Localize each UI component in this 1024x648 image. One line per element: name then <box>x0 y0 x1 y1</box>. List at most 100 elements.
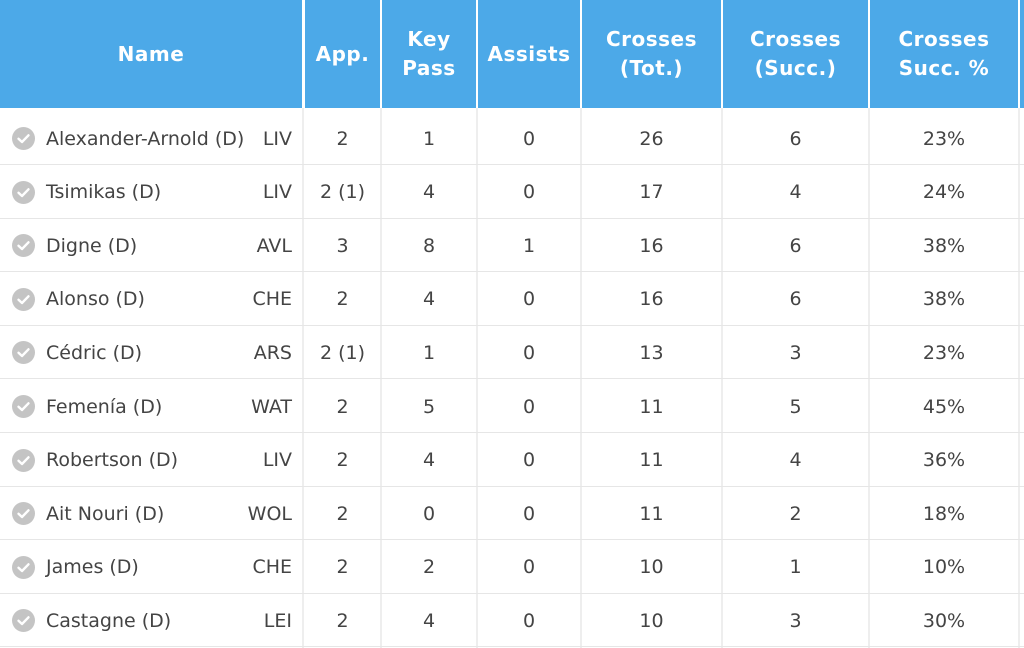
check-icon[interactable] <box>12 448 35 472</box>
crosses-succ-cell: 3 <box>789 609 802 632</box>
app-cell: 2 <box>336 502 349 525</box>
table-row[interactable]: Femenía (D) WAT 2 5 0 11 5 45% <box>0 380 1024 433</box>
check-icon[interactable] <box>12 341 35 365</box>
key-pass-cell: 4 <box>422 609 436 632</box>
player-cell: Ait Nouri (D) WOL <box>0 487 302 540</box>
crosses-tot-cell: 16 <box>639 234 664 257</box>
table-row[interactable]: Digne (D) AVL 3 8 1 16 6 38% <box>0 219 1024 273</box>
check-icon[interactable] <box>12 502 35 526</box>
crosses-pct-cell: 24% <box>922 181 966 204</box>
check-icon[interactable] <box>12 287 35 311</box>
crosses-succ-cell: 6 <box>789 234 802 257</box>
crosses-succ-cell: 3 <box>789 341 802 364</box>
crosses-tot-cell: 10 <box>639 556 664 579</box>
crosses-tot-cell: 11 <box>639 502 664 525</box>
table-row[interactable]: Tsimikas (D) LIV 2 (1) 4 0 17 4 24% <box>0 166 1024 219</box>
player-cell: Cédric (D) ARS <box>0 326 302 379</box>
team-abbr: WAT <box>251 395 292 418</box>
header-app[interactable]: App. <box>305 0 380 108</box>
check-icon[interactable] <box>12 234 35 258</box>
crosses-pct-cell: 23% <box>922 341 966 364</box>
table-row[interactable]: Castagne (D) LEI 2 4 0 10 3 30% <box>0 594 1024 648</box>
crosses-pct-cell: 38% <box>922 234 966 257</box>
header-name[interactable]: Name <box>0 0 302 108</box>
player-name[interactable]: Robertson (D) <box>46 449 179 472</box>
check-icon[interactable] <box>12 609 35 633</box>
crosses-tot-cell: 13 <box>639 341 664 364</box>
assists-cell: 0 <box>522 127 536 150</box>
header-crosses-succ[interactable]: Crosses (Succ.) <box>723 0 868 108</box>
player-name[interactable]: Cédric (D) <box>46 341 143 364</box>
header-key-pass[interactable]: Key Pass <box>382 0 476 108</box>
table-row[interactable]: Alexander-Arnold (D) LIV 2 1 0 26 6 23% <box>0 112 1024 165</box>
check-icon[interactable] <box>12 180 35 204</box>
assists-cell: 0 <box>522 341 536 364</box>
crosses-tot-cell: 11 <box>639 449 664 472</box>
key-pass-cell: 2 <box>422 556 436 579</box>
crosses-succ-cell: 2 <box>789 502 802 525</box>
header-crosses-tot[interactable]: Crosses (Tot.) <box>582 0 721 108</box>
team-abbr: CHE <box>252 556 292 579</box>
crosses-tot-cell: 16 <box>639 288 664 311</box>
player-name[interactable]: Ait Nouri (D) <box>46 502 165 525</box>
player-name[interactable]: Digne (D) <box>46 234 138 257</box>
key-pass-cell: 8 <box>422 234 436 257</box>
player-name[interactable]: Alonso (D) <box>46 288 145 311</box>
assists-cell: 0 <box>522 556 536 579</box>
team-abbr: LIV <box>262 181 292 204</box>
team-abbr: LIV <box>262 449 292 472</box>
key-pass-cell: 5 <box>422 395 436 418</box>
table-row[interactable]: Alonso (D) CHE 2 4 0 16 6 38% <box>0 273 1024 326</box>
crosses-succ-cell: 4 <box>789 449 802 472</box>
app-cell: 3 <box>336 234 349 257</box>
column-divider <box>302 108 304 648</box>
team-abbr: LIV <box>262 127 292 150</box>
player-name[interactable]: Tsimikas (D) <box>46 181 162 204</box>
crosses-pct-cell: 10% <box>922 556 966 579</box>
header-overflow-column <box>1020 0 1024 108</box>
assists-cell: 0 <box>522 449 536 472</box>
team-abbr: AVL <box>256 234 292 257</box>
player-cell: Castagne (D) LEI <box>0 594 302 647</box>
player-name[interactable]: Femenía (D) <box>46 395 163 418</box>
crosses-succ-cell: 6 <box>789 288 802 311</box>
check-icon[interactable] <box>12 395 35 418</box>
check-icon[interactable] <box>12 555 35 579</box>
check-icon[interactable] <box>12 127 35 150</box>
key-pass-cell: 0 <box>422 502 436 525</box>
team-abbr: ARS <box>253 341 292 364</box>
player-name[interactable]: Castagne (D) <box>46 609 172 632</box>
table-row[interactable]: James (D) CHE 2 2 0 10 1 10% <box>0 541 1024 594</box>
app-cell: 2 (1) <box>319 181 366 204</box>
assists-cell: 0 <box>522 288 536 311</box>
player-cell: Alonso (D) CHE <box>0 273 302 326</box>
player-cell: Tsimikas (D) LIV <box>0 166 302 219</box>
player-name[interactable]: Alexander-Arnold (D) <box>46 127 245 150</box>
team-abbr: CHE <box>252 288 292 311</box>
key-pass-cell: 1 <box>422 127 436 150</box>
app-cell: 2 (1) <box>319 341 366 364</box>
table-row[interactable]: Cédric (D) ARS 2 (1) 1 0 13 3 23% <box>0 326 1024 380</box>
app-cell: 2 <box>336 127 349 150</box>
player-cell: Alexander-Arnold (D) LIV <box>0 112 302 165</box>
table-row[interactable]: Ait Nouri (D) WOL 2 0 0 11 2 18% <box>0 487 1024 541</box>
app-cell: 2 <box>336 556 349 579</box>
column-divider <box>476 108 478 648</box>
assists-cell: 0 <box>522 395 536 418</box>
header-assists[interactable]: Assists <box>478 0 580 108</box>
crosses-tot-cell: 11 <box>639 395 664 418</box>
player-name[interactable]: James (D) <box>46 556 139 579</box>
team-abbr: LEI <box>263 609 292 632</box>
column-divider <box>868 108 870 648</box>
player-cell: Femenía (D) WAT <box>0 380 302 433</box>
crosses-pct-cell: 30% <box>922 609 966 632</box>
crosses-pct-cell: 38% <box>922 288 966 311</box>
assists-cell: 0 <box>522 609 536 632</box>
crosses-pct-cell: 18% <box>922 502 966 525</box>
app-cell: 2 <box>336 395 349 418</box>
column-divider <box>721 108 723 648</box>
table-row[interactable]: Robertson (D) LIV 2 4 0 11 4 36% <box>0 434 1024 487</box>
header-crosses-pct[interactable]: Crosses Succ. % <box>870 0 1018 108</box>
assists-cell: 0 <box>522 181 536 204</box>
